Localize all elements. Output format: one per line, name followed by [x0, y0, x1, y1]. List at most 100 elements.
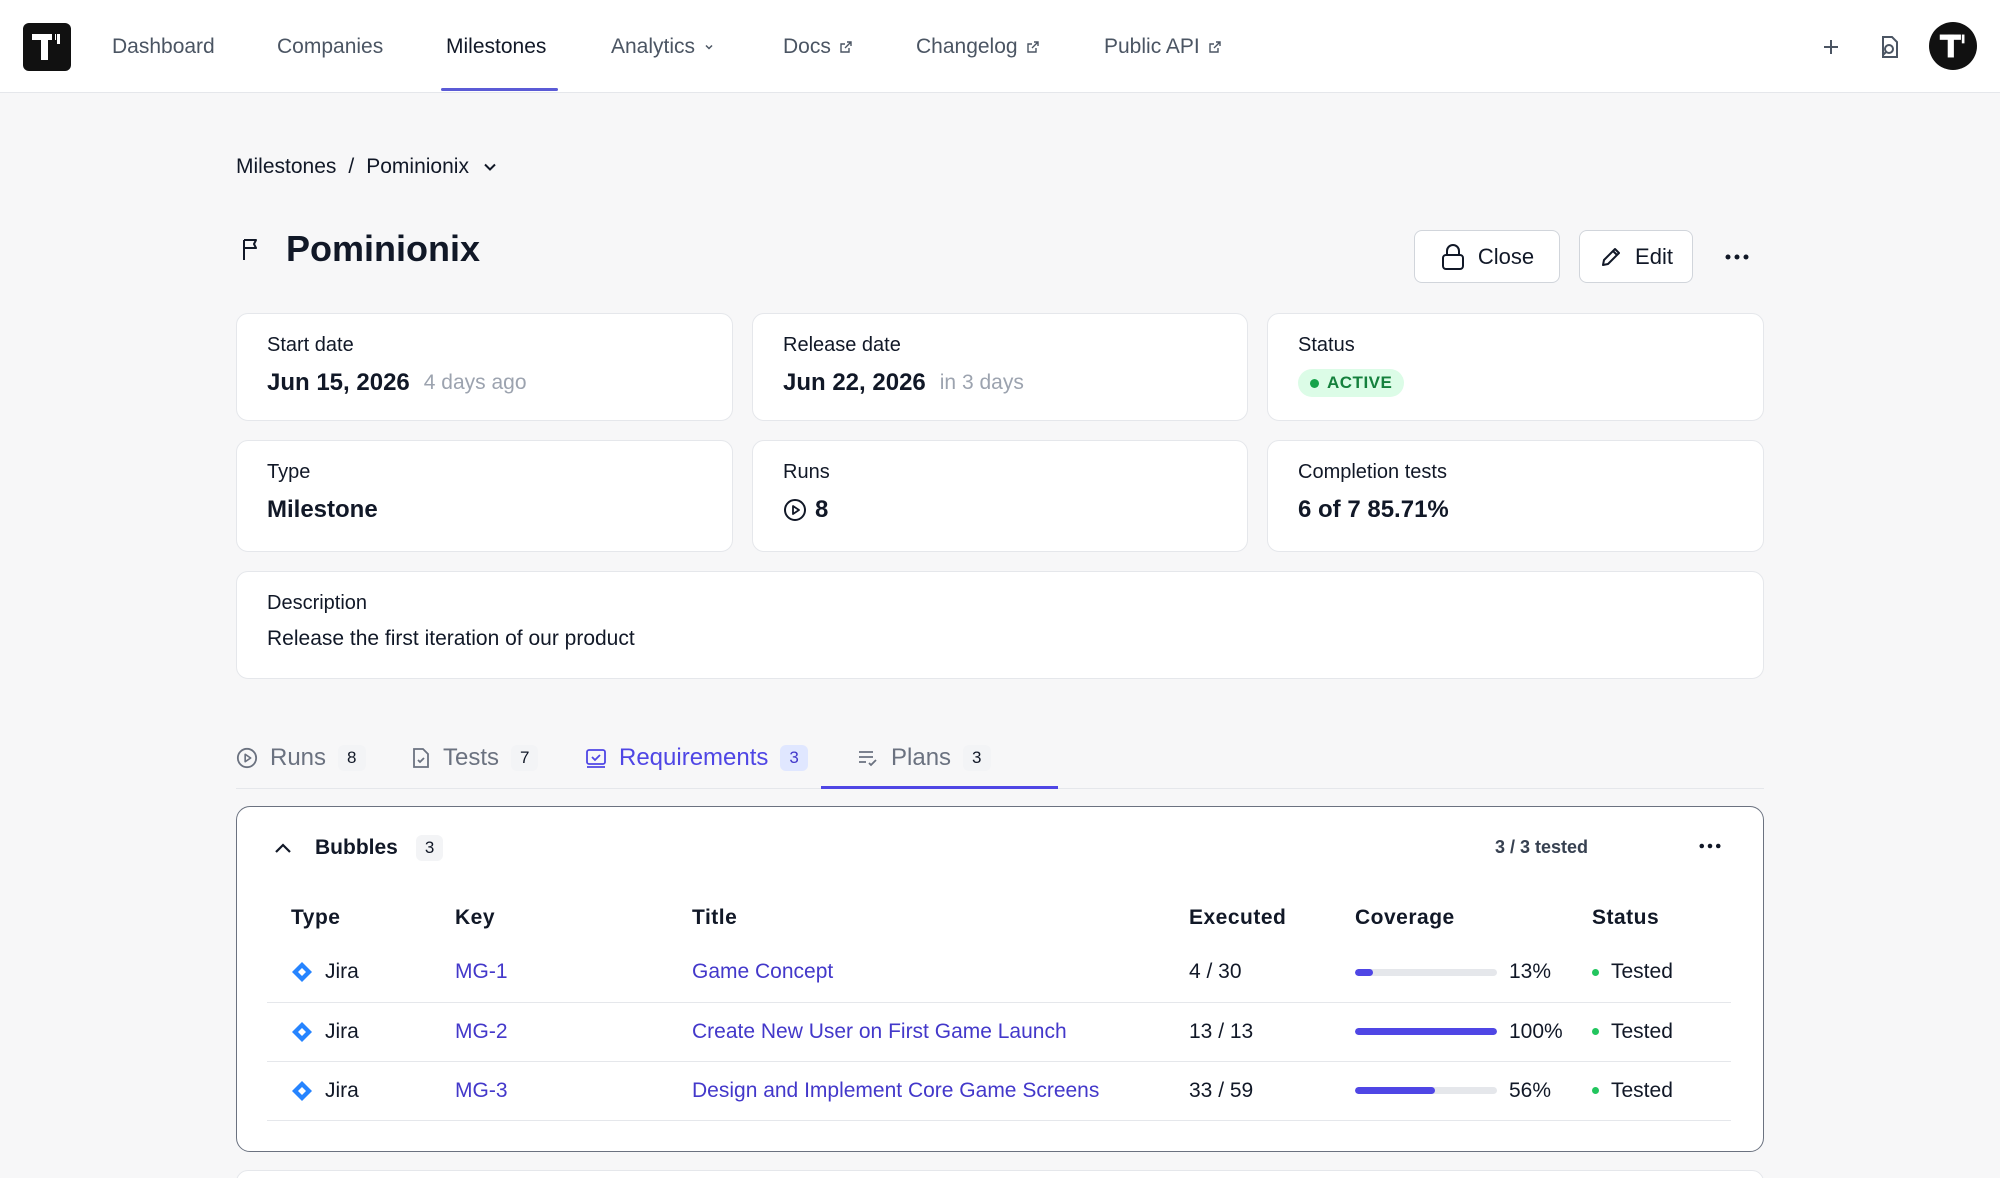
- completion-value: 6 of 7 85.71%: [1298, 496, 1449, 523]
- tab-runs[interactable]: Runs 8: [236, 727, 366, 789]
- breadcrumb: Milestones / Pominionix: [236, 155, 499, 179]
- table-row[interactable]: Jira MG-2 Create New User on First Game …: [267, 1002, 1731, 1062]
- search-icon: [1882, 35, 1898, 58]
- tab-requirements-label: Requirements: [619, 744, 769, 771]
- tab-bar: Runs 8 Tests 7 Requirements 3 Plans 3: [236, 727, 1764, 789]
- description-card: Description Release the first iteration …: [236, 571, 1764, 679]
- jira-icon: [292, 962, 312, 983]
- logo-icon: [32, 34, 60, 60]
- release-date-relative: in 3 days: [939, 371, 1024, 394]
- add-button[interactable]: [1820, 0, 1842, 93]
- lock-icon: [1441, 243, 1464, 270]
- edit-button-label: Edit: [1635, 243, 1673, 269]
- requirement-title-link[interactable]: Design and Implement Core Game Screens: [692, 1078, 1100, 1102]
- column-header-key[interactable]: Key: [455, 906, 496, 929]
- external-link-icon: [840, 40, 852, 53]
- next-group-card: [236, 1170, 1764, 1178]
- table-row[interactable]: Jira MG-1 Game Concept 4 / 30 13% Tested: [267, 943, 1731, 1003]
- breadcrumb-separator: /: [348, 155, 355, 178]
- column-header-executed[interactable]: Executed: [1189, 906, 1287, 929]
- coverage-percent: 13%: [1509, 960, 1552, 984]
- type-card: Type Milestone: [236, 440, 733, 552]
- coverage-bar: [1355, 1087, 1497, 1094]
- status-card: Status ACTIVE: [1267, 313, 1764, 421]
- jira-icon: [292, 1021, 312, 1042]
- chevron-down-icon: [705, 44, 713, 50]
- start-date-relative: 4 days ago: [423, 371, 527, 394]
- coverage-cell: 56%: [1355, 1079, 1592, 1103]
- more-options-button[interactable]: [1720, 240, 1754, 274]
- jira-icon: [292, 1080, 312, 1101]
- release-date-value-row: Jun 22, 2026 in 3 days: [783, 369, 1217, 397]
- status-text: Tested: [1611, 960, 1673, 984]
- group-count: 3: [415, 835, 444, 861]
- tab-tests-label: Tests: [443, 744, 500, 771]
- type-value: Milestone: [267, 496, 378, 523]
- user-avatar[interactable]: [1929, 22, 1977, 70]
- column-header-coverage[interactable]: Coverage: [1355, 906, 1455, 929]
- nav-docs-label: Docs: [783, 34, 831, 58]
- more-horizontal-icon[interactable]: [1699, 843, 1721, 849]
- coverage-bar-fill: [1355, 968, 1374, 976]
- requirement-key-link[interactable]: MG-1: [455, 960, 508, 984]
- release-date-value: Jun 22, 2026: [783, 369, 926, 396]
- column-header-status[interactable]: Status: [1592, 906, 1660, 929]
- tab-requirements[interactable]: Requirements 3: [585, 727, 808, 789]
- requirement-key-link[interactable]: MG-2: [455, 1019, 508, 1043]
- search-button[interactable]: [1878, 0, 1902, 93]
- status-cell: Tested: [1592, 960, 1731, 984]
- nav-milestones[interactable]: Milestones: [446, 0, 546, 93]
- chevron-up-icon[interactable]: [272, 837, 294, 859]
- executed-value: 4 / 30: [1189, 960, 1242, 984]
- type-text: Jira: [325, 1078, 359, 1102]
- breadcrumb-root[interactable]: Milestones: [236, 155, 337, 178]
- status-dot: [1592, 1028, 1599, 1035]
- type-cell: Jira: [291, 1079, 455, 1103]
- app-logo[interactable]: [23, 23, 71, 71]
- start-date-card: Start date Jun 15, 2026 4 days ago: [236, 313, 733, 421]
- title-row: Pominionix: [236, 228, 480, 270]
- requirement-title-link[interactable]: Create New User on First Game Launch: [692, 1019, 1067, 1043]
- nav-companies[interactable]: Companies: [277, 0, 383, 93]
- coverage-bar: [1355, 1028, 1497, 1035]
- requirement-key-link[interactable]: MG-3: [455, 1078, 508, 1102]
- external-link-icon: [1209, 40, 1221, 53]
- edit-button[interactable]: Edit: [1579, 230, 1693, 283]
- table-row[interactable]: Jira MG-3 Design and Implement Core Game…: [267, 1061, 1731, 1121]
- nav-changelog[interactable]: Changelog: [916, 0, 1040, 93]
- coverage-cell: 100%: [1355, 1020, 1592, 1044]
- status-value-row: ACTIVE: [1298, 369, 1733, 397]
- column-header-title[interactable]: Title: [692, 906, 738, 929]
- nav-public-api[interactable]: Public API: [1104, 0, 1222, 93]
- group-title[interactable]: Bubbles 3: [315, 835, 444, 861]
- nav-dashboard-label: Dashboard: [112, 34, 215, 58]
- tab-tests[interactable]: Tests 7: [411, 727, 539, 789]
- breadcrumb-current[interactable]: Pominionix: [366, 155, 469, 178]
- avatar-logo-icon: [1939, 34, 1965, 58]
- nav-analytics[interactable]: Analytics: [611, 0, 715, 93]
- status-dot: [1592, 1087, 1599, 1094]
- column-header-type[interactable]: Type: [291, 906, 341, 929]
- type-cell: Jira: [291, 960, 455, 984]
- tab-plans-count: 3: [963, 745, 991, 771]
- tab-plans[interactable]: Plans 3: [857, 727, 991, 789]
- nav-docs[interactable]: Docs: [783, 0, 853, 93]
- close-button[interactable]: Close: [1414, 230, 1560, 283]
- requirement-title-link[interactable]: Game Concept: [692, 960, 834, 984]
- nav-analytics-label: Analytics: [611, 34, 696, 58]
- external-link-icon: [1026, 40, 1039, 53]
- tested-summary: 3 / 3 tested: [1495, 837, 1589, 857]
- status-cell: Tested: [1592, 1079, 1731, 1103]
- status-label: Status: [1298, 334, 1355, 356]
- executed-value: 33 / 59: [1189, 1078, 1254, 1102]
- tab-runs-label: Runs: [270, 744, 327, 771]
- nav-dashboard[interactable]: Dashboard: [112, 0, 215, 93]
- executed-value: 13 / 13: [1189, 1019, 1254, 1043]
- coverage-bar-fill: [1355, 1087, 1435, 1094]
- completion-label: Completion tests: [1298, 461, 1447, 483]
- coverage-percent: 56%: [1509, 1078, 1552, 1102]
- play-circle-icon: [784, 499, 806, 521]
- chevron-down-icon[interactable]: [481, 158, 499, 176]
- coverage-percent: 100%: [1509, 1019, 1563, 1043]
- checklist-icon: [586, 749, 606, 768]
